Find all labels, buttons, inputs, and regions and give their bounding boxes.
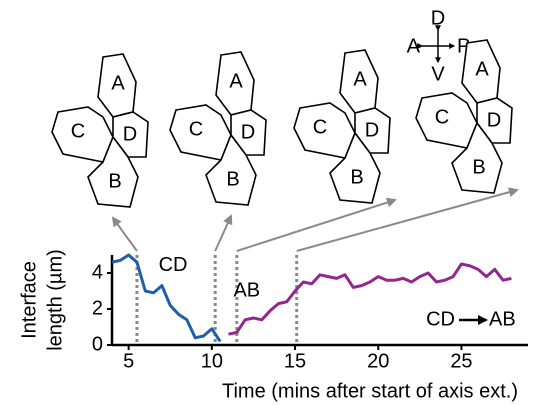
cell <box>205 133 257 206</box>
x-axis-label: Time (mins after start of axis ext.) <box>222 380 518 402</box>
cell <box>87 135 139 208</box>
cell-label: D <box>365 119 379 141</box>
cell <box>451 121 503 194</box>
y-tick-label: 2 <box>92 297 103 319</box>
x-tick-label: 10 <box>201 350 223 372</box>
cell-label: A <box>111 72 125 94</box>
cell-label: C <box>313 116 327 138</box>
x-tick-label: 20 <box>367 350 389 372</box>
cell-label: A <box>353 68 367 90</box>
cell-label: D <box>241 121 255 143</box>
cell-snapshot: A C D B <box>293 49 391 204</box>
cell-label: B <box>108 170 121 192</box>
series-line <box>228 262 512 336</box>
compass: D V A P <box>407 7 471 85</box>
cell-label: A <box>475 58 489 80</box>
snapshot-arrow <box>111 216 138 252</box>
y-axis-label: Interface <box>18 261 40 339</box>
x-tick-label: 5 <box>123 350 134 372</box>
cell <box>329 131 381 204</box>
cell-label: B <box>350 166 363 188</box>
y-tick-label: 4 <box>92 261 103 283</box>
x-tick-label: 25 <box>450 350 472 372</box>
cell-label: B <box>226 168 239 190</box>
y-tick-label: 0 <box>92 333 103 355</box>
cell-label: D <box>487 109 501 131</box>
snapshot-arrow <box>236 197 397 252</box>
series-label: CD <box>159 254 188 276</box>
cell-snapshot: A C D B <box>51 53 149 208</box>
series-line <box>111 253 222 343</box>
x-tick-label: 15 <box>284 350 306 372</box>
cell-snapshot: A C D B <box>169 51 267 206</box>
compass-label: D <box>431 7 445 29</box>
cell-label: B <box>472 156 485 178</box>
snapshot-arrow <box>214 214 233 252</box>
cell-label: C <box>435 106 449 128</box>
cell-snapshot: A C D B <box>415 39 513 194</box>
cell-label: C <box>189 118 203 140</box>
series-label: AB <box>233 279 260 301</box>
cell-label: C <box>71 120 85 142</box>
transition-from: CD <box>426 308 455 330</box>
y-axis-label: length (µm) <box>44 249 66 351</box>
cell-label: D <box>123 123 137 145</box>
transition-to: AB <box>489 308 516 330</box>
snapshot-arrow <box>296 187 519 252</box>
compass-label: V <box>431 63 445 85</box>
compass-label: A <box>407 35 421 57</box>
cell-label: A <box>229 70 243 92</box>
